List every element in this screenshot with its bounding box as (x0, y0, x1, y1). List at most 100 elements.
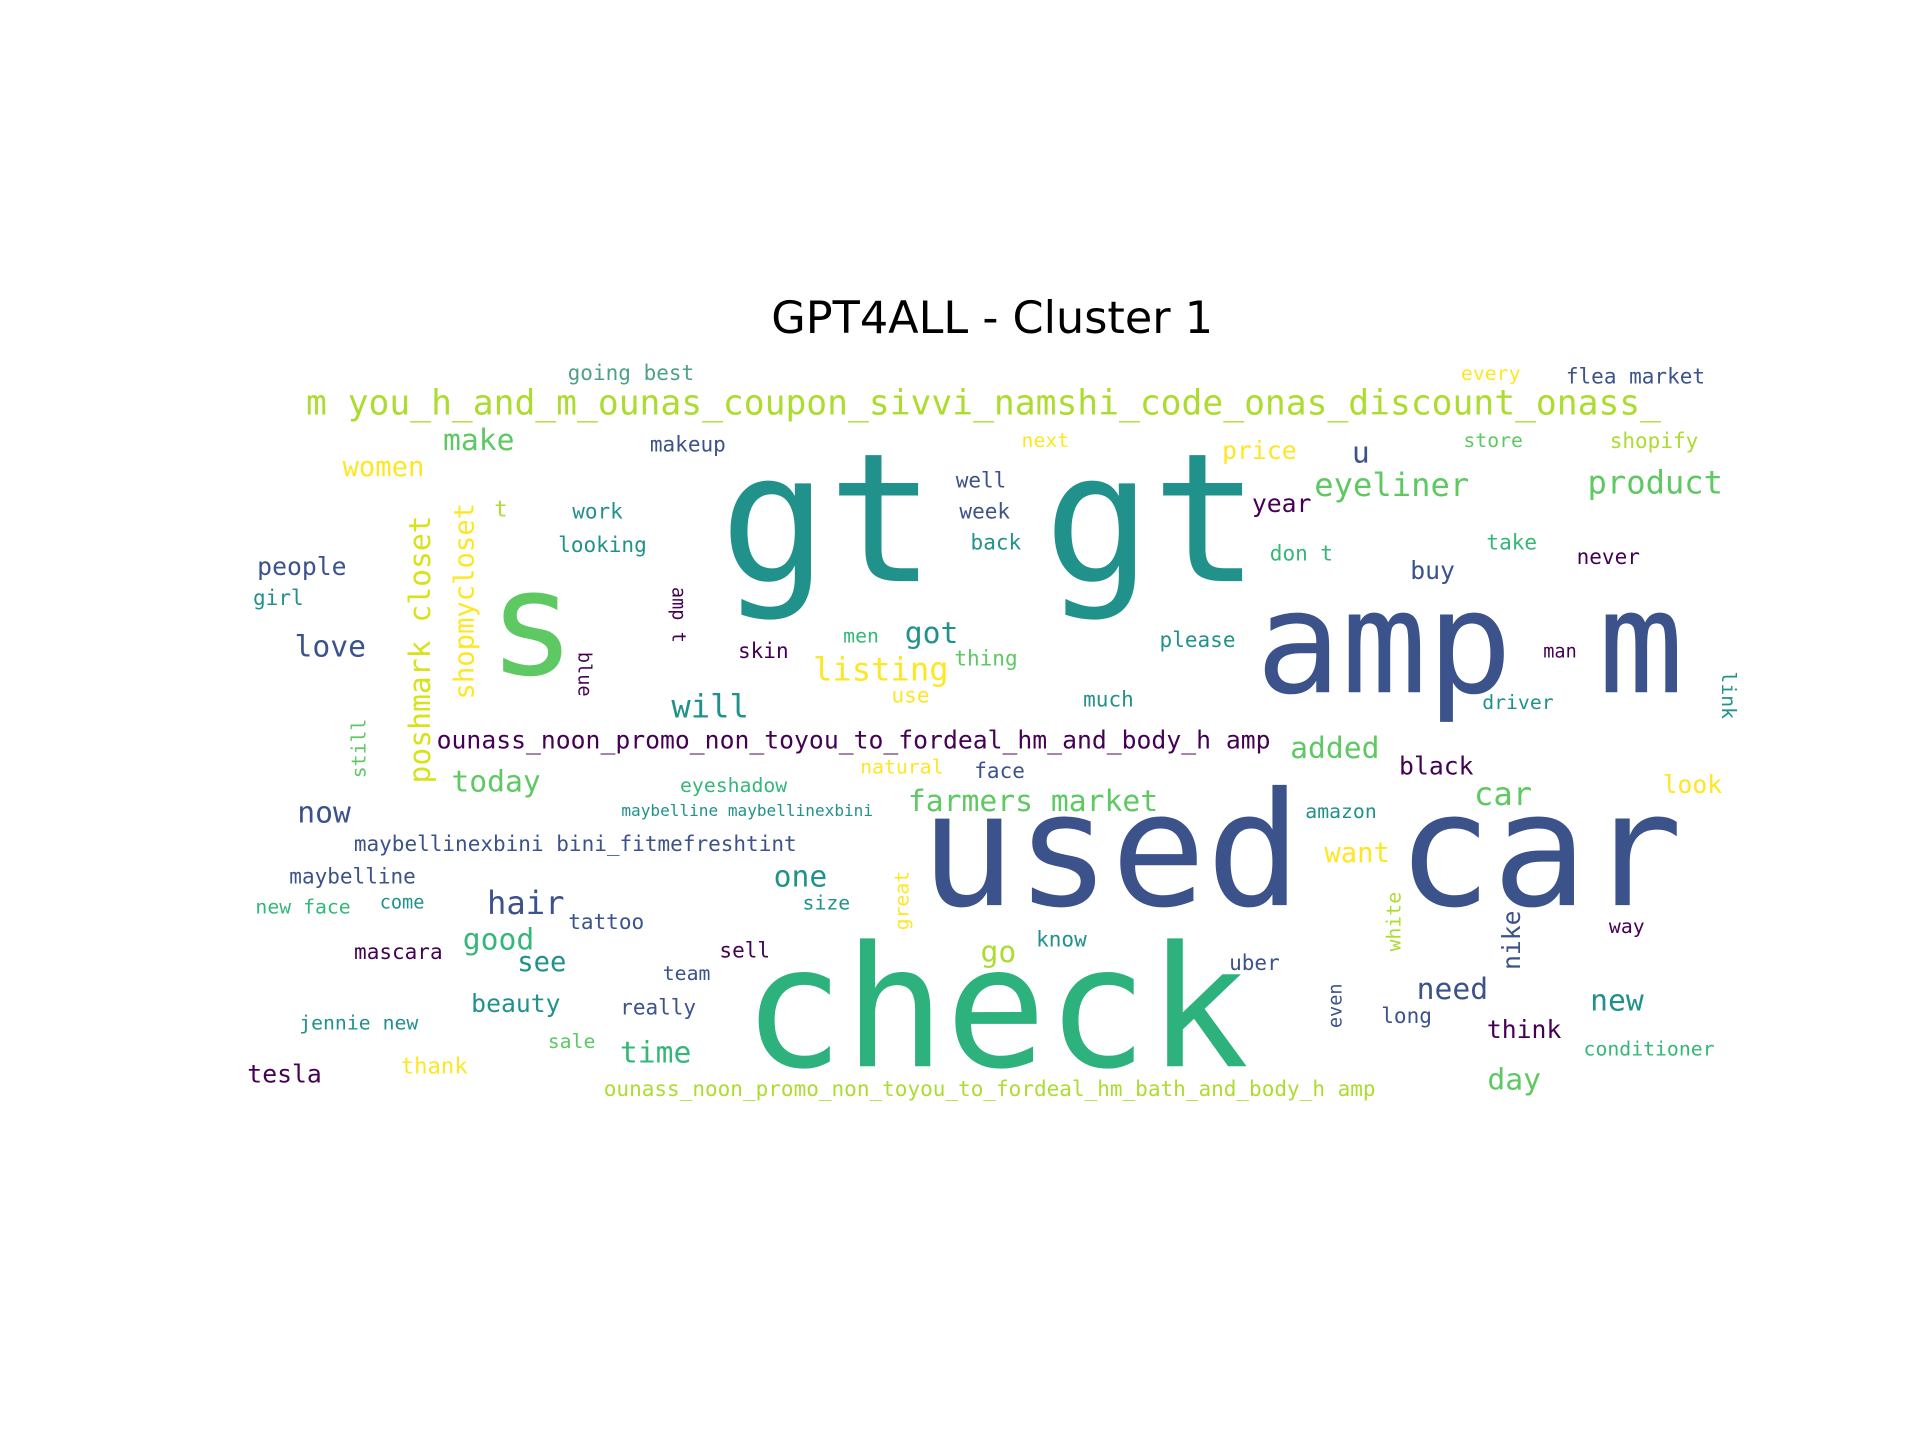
word: maybelline maybellinexbini (621, 801, 873, 820)
word: eyeshadow (680, 774, 787, 797)
word: amp t (667, 587, 688, 643)
word: well (956, 467, 1007, 492)
word: sale (548, 1030, 596, 1053)
word: driver (1482, 691, 1554, 714)
word: good (463, 923, 535, 958)
word: beauty (471, 989, 560, 1018)
word: really (620, 995, 696, 1020)
word: even (1326, 983, 1347, 1028)
word: make (443, 423, 515, 458)
word: way (1609, 915, 1645, 938)
word: amp m (1256, 560, 1684, 726)
word: tesla (247, 1059, 321, 1088)
word: next (1022, 429, 1070, 452)
word: natural (860, 756, 943, 779)
word: team (663, 962, 711, 985)
word: face (974, 758, 1025, 783)
word: link (1717, 671, 1740, 719)
word: new (1590, 983, 1644, 1018)
word: man (1543, 641, 1577, 662)
word: got (905, 616, 959, 651)
word: gt gt (720, 415, 1260, 624)
word: size (803, 892, 851, 915)
word: see (517, 947, 566, 978)
word: white (1383, 892, 1406, 952)
word: makeup (650, 432, 726, 457)
word: never (1577, 544, 1640, 569)
word: u (1352, 435, 1370, 470)
word: check (743, 910, 1249, 1106)
word: will (671, 687, 748, 725)
word: listing (813, 650, 949, 688)
word: nike (1497, 910, 1526, 970)
word: want (1324, 838, 1390, 869)
word: shopify (1610, 428, 1699, 453)
word: new face (255, 895, 350, 918)
word: day (1487, 1063, 1541, 1098)
word: work (572, 498, 623, 523)
word: shopmycloset (450, 503, 481, 700)
word: flea market (1566, 364, 1705, 389)
word: look (1663, 770, 1723, 799)
word: long (1381, 1003, 1432, 1028)
word: t (494, 497, 507, 523)
word: blue (573, 652, 594, 697)
word: product (1587, 463, 1723, 501)
word: still (347, 719, 370, 779)
word: week (959, 498, 1010, 523)
word: think (1487, 1015, 1562, 1044)
word: go (980, 935, 1016, 970)
word: going best (568, 360, 695, 385)
word: amazon (1305, 800, 1376, 823)
word: jennie new (299, 1012, 418, 1035)
word: black (1399, 751, 1474, 780)
word: conditioner (1584, 1038, 1715, 1061)
word: used car (920, 759, 1683, 943)
word: ounass_noon_promo_non_toyou_to_fordeal_h… (437, 725, 1271, 754)
word: skin (738, 638, 789, 663)
figure-title: GPT4ALL - Cluster 1 (771, 292, 1213, 344)
word: store (1463, 429, 1523, 452)
word: eyeliner (1314, 466, 1469, 504)
word: back (971, 529, 1022, 554)
word: great (890, 871, 913, 931)
word: looking (558, 532, 647, 557)
word: men (843, 624, 879, 647)
word: love (295, 630, 367, 665)
word: farmers market (908, 784, 1158, 819)
word: uber (1229, 950, 1280, 975)
word: maybellinexbini bini_fitmefreshtint (354, 831, 797, 856)
word: ounass_noon_promo_non_toyou_to_fordeal_h… (604, 1076, 1376, 1101)
word: thank (401, 1053, 469, 1079)
word: today (451, 764, 540, 799)
word: now (297, 795, 351, 830)
word: one (774, 860, 828, 895)
word: women (343, 452, 425, 483)
word: take (1486, 529, 1537, 554)
word: please (1160, 627, 1236, 652)
word: tattoo (568, 909, 644, 934)
word: thing (954, 646, 1017, 671)
word: people (257, 552, 346, 581)
word: year (1252, 489, 1312, 518)
word: time (620, 1035, 691, 1070)
word: s (488, 540, 576, 709)
word: buy (1410, 556, 1455, 585)
word: don t (1270, 540, 1333, 565)
word: girl (253, 585, 304, 610)
word: use (892, 683, 930, 708)
word: added (1290, 731, 1379, 766)
word: hair (487, 884, 564, 922)
word: car (1474, 775, 1532, 813)
word: come (380, 893, 425, 914)
word: poshmark closet (403, 515, 438, 783)
word: sell (719, 938, 770, 963)
word: m you_h_and_m_ounas_coupon_sivvi_namshi_… (306, 383, 1661, 423)
word: mascara (354, 939, 443, 964)
word: need (1417, 972, 1488, 1007)
